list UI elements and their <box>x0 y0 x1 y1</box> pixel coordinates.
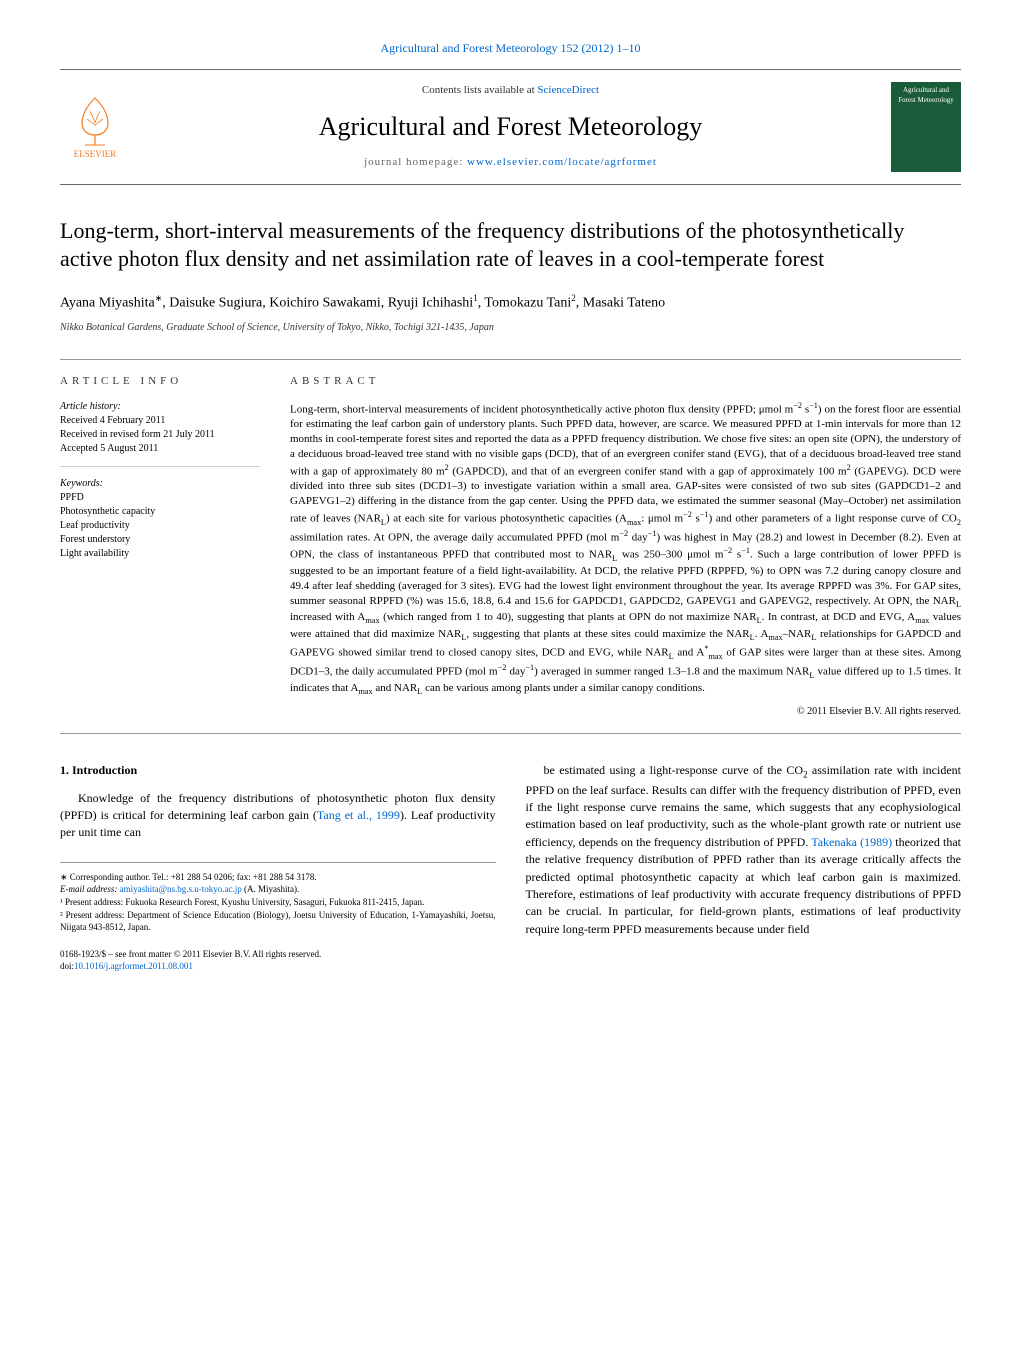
elsevier-logo: ELSEVIER <box>60 87 130 167</box>
homepage-link[interactable]: www.elsevier.com/locate/agrformet <box>467 156 657 168</box>
elsevier-name: ELSEVIER <box>74 148 117 161</box>
section-title: Introduction <box>72 763 137 777</box>
homepage-line: journal homepage: www.elsevier.com/locat… <box>130 155 891 170</box>
contents-line: Contents lists available at ScienceDirec… <box>130 83 891 98</box>
keyword: Forest understory <box>60 533 260 547</box>
email-author: (A. Miyashita). <box>242 884 300 894</box>
section-heading: 1. Introduction <box>60 762 496 779</box>
journal-ref-link[interactable]: Agricultural and Forest Meteorology 152 … <box>381 41 641 55</box>
email-line: E-mail address: amiyashita@ns.bg.s.u-tok… <box>60 883 496 896</box>
received-date: Received 4 February 2011 <box>60 414 260 428</box>
doi-block: 0168-1923/$ – see front matter © 2011 El… <box>60 948 496 973</box>
article-info-heading: ARTICLE INFO <box>60 374 260 389</box>
cover-title: Agricultural and Forest Meteorology <box>895 86 957 106</box>
keyword: Photosynthetic capacity <box>60 505 260 519</box>
corresponding-author-note: ∗ Corresponding author. Tel.: +81 288 54… <box>60 871 496 884</box>
present-address-1: ¹ Present address: Fukuoka Research Fore… <box>60 896 496 909</box>
email-link[interactable]: amiyashita@ns.bg.s.u-tokyo.ac.jp <box>120 884 242 894</box>
front-matter-line: 0168-1923/$ – see front matter © 2011 El… <box>60 948 496 961</box>
doi-line: doi:10.1016/j.agrformet.2011.08.001 <box>60 960 496 973</box>
keywords-block: Keywords: PPFD Photosynthetic capacity L… <box>60 477 260 561</box>
keyword: Light availability <box>60 547 260 561</box>
article-info-column: ARTICLE INFO Article history: Received 4… <box>60 374 260 719</box>
present-address-2: ² Present address: Department of Science… <box>60 909 496 934</box>
body-right-column: be estimated using a light-response curv… <box>526 762 962 973</box>
body-two-column: 1. Introduction Knowledge of the frequen… <box>60 762 961 973</box>
abstract-copyright: © 2011 Elsevier B.V. All rights reserved… <box>290 705 961 719</box>
homepage-prefix: journal homepage: <box>364 156 467 168</box>
body-left-column: 1. Introduction Knowledge of the frequen… <box>60 762 496 973</box>
abstract-text: Long-term, short-interval measurements o… <box>290 400 961 698</box>
sciencedirect-link[interactable]: ScienceDirect <box>537 84 599 96</box>
authors-list: Ayana Miyashita∗, Daisuke Sugiura, Koich… <box>60 292 961 313</box>
revised-date: Received in revised form 21 July 2011 <box>60 428 260 442</box>
article-history: Article history: Received 4 February 201… <box>60 400 260 467</box>
journal-header: ELSEVIER Contents lists available at Sci… <box>60 69 961 185</box>
header-center: Contents lists available at ScienceDirec… <box>130 83 891 170</box>
footnotes: ∗ Corresponding author. Tel.: +81 288 54… <box>60 862 496 934</box>
journal-cover-thumbnail: Agricultural and Forest Meteorology <box>891 82 961 172</box>
accepted-date: Accepted 5 August 2011 <box>60 442 260 456</box>
abstract-column: ABSTRACT Long-term, short-interval measu… <box>290 374 961 719</box>
email-label: E-mail address: <box>60 884 120 894</box>
body-paragraph: Knowledge of the frequency distributions… <box>60 790 496 842</box>
affiliation: Nikko Botanical Gardens, Graduate School… <box>60 321 961 335</box>
journal-reference: Agricultural and Forest Meteorology 152 … <box>60 40 961 57</box>
article-title: Long-term, short-interval measurements o… <box>60 217 961 274</box>
abstract-heading: ABSTRACT <box>290 374 961 389</box>
keyword: Leaf productivity <box>60 519 260 533</box>
body-paragraph: be estimated using a light-response curv… <box>526 762 962 938</box>
elsevier-tree-icon <box>70 93 120 148</box>
section-number: 1. <box>60 763 69 777</box>
info-abstract-container: ARTICLE INFO Article history: Received 4… <box>60 359 961 734</box>
history-label: Article history: <box>60 400 260 414</box>
journal-title: Agricultural and Forest Meteorology <box>130 109 891 145</box>
doi-label: doi: <box>60 961 74 971</box>
contents-prefix: Contents lists available at <box>422 84 537 96</box>
doi-link[interactable]: 10.1016/j.agrformet.2011.08.001 <box>74 961 193 971</box>
keyword: PPFD <box>60 491 260 505</box>
keywords-label: Keywords: <box>60 477 260 491</box>
